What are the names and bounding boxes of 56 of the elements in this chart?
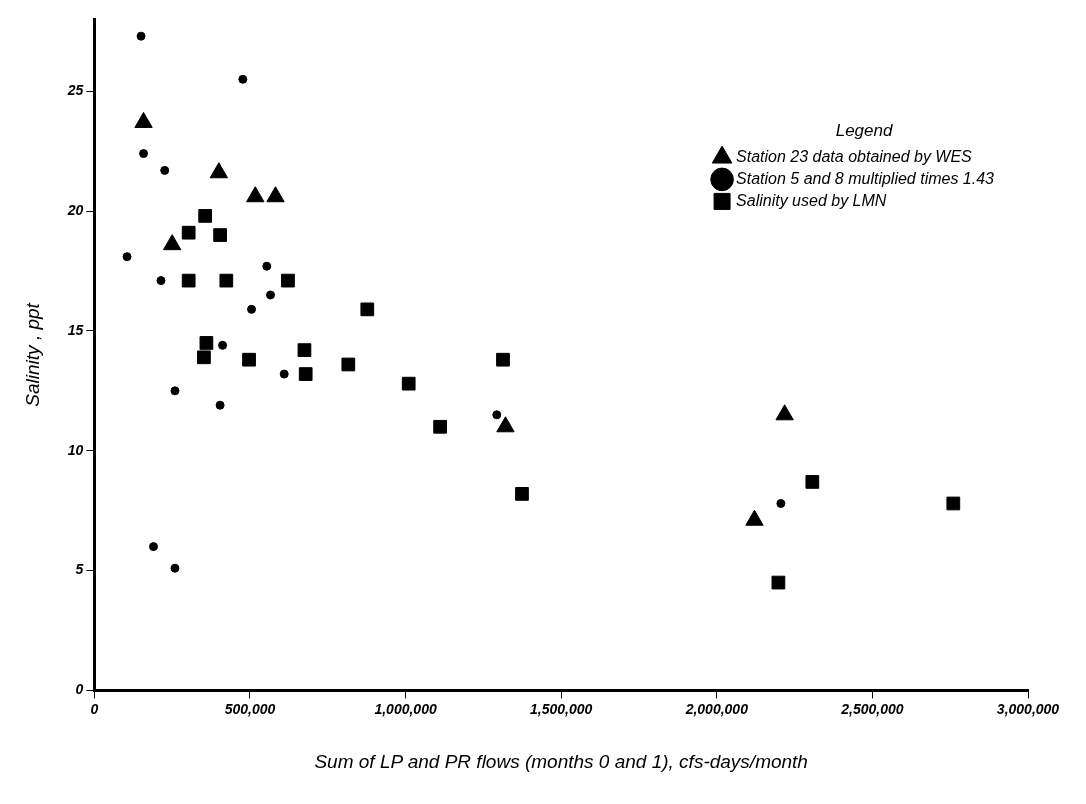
legend-title: Legend bbox=[835, 121, 893, 141]
point bbox=[181, 273, 196, 288]
point bbox=[215, 400, 225, 410]
point bbox=[170, 563, 180, 573]
point bbox=[433, 419, 447, 434]
y-tick-label: 10 bbox=[67, 441, 84, 458]
point bbox=[247, 304, 257, 314]
point bbox=[218, 340, 228, 350]
x-tick-label: 3,000,000 bbox=[996, 700, 1060, 717]
point bbox=[805, 475, 820, 489]
y-tick-label: 15 bbox=[67, 321, 84, 338]
point bbox=[219, 273, 234, 288]
point bbox=[136, 31, 146, 41]
point bbox=[199, 336, 214, 350]
point bbox=[360, 302, 375, 317]
x-tick-label: 1,500,000 bbox=[530, 700, 593, 717]
point bbox=[170, 386, 180, 396]
point bbox=[341, 357, 356, 372]
point bbox=[279, 369, 289, 379]
point bbox=[771, 575, 786, 590]
x-axis-title: Sum of LP and PR flows (months 0 and 1), cfs-days/month bbox=[314, 750, 808, 772]
point bbox=[776, 498, 786, 508]
point bbox=[242, 352, 256, 367]
y-tick-label: 25 bbox=[66, 82, 84, 99]
y-tick-label: 5 bbox=[75, 561, 84, 578]
legend-label: Station 5 and 8 multiplied times 1.43 bbox=[736, 169, 995, 187]
y-axis-title: Salinity , ppt bbox=[21, 302, 43, 407]
point bbox=[149, 542, 158, 552]
point bbox=[946, 496, 961, 511]
point bbox=[266, 290, 276, 300]
point bbox=[197, 350, 211, 365]
x-tick-label: 2,000,000 bbox=[684, 700, 749, 717]
point bbox=[297, 343, 312, 357]
x-tick-label: 0 bbox=[90, 700, 99, 717]
point bbox=[492, 410, 502, 420]
point bbox=[238, 74, 248, 84]
point bbox=[198, 209, 213, 223]
legend-label: Salinity used by LMN bbox=[736, 191, 887, 209]
x-tick-label: 500,000 bbox=[224, 700, 276, 717]
point bbox=[139, 149, 149, 159]
x-tick-label: 1,000,000 bbox=[374, 700, 437, 717]
point bbox=[262, 261, 272, 271]
point bbox=[160, 165, 170, 175]
point bbox=[213, 228, 227, 242]
point bbox=[281, 273, 295, 288]
x-tick-label: 2,500,000 bbox=[840, 700, 904, 717]
point bbox=[181, 225, 196, 240]
point bbox=[401, 376, 416, 391]
point bbox=[156, 276, 166, 286]
legend-label: Station 23 data obtained by WES bbox=[736, 147, 973, 165]
point bbox=[496, 352, 510, 367]
y-tick-label: 0 bbox=[75, 681, 84, 698]
point bbox=[515, 487, 529, 501]
point bbox=[122, 252, 132, 262]
y-tick-label: 20 bbox=[66, 201, 84, 218]
point bbox=[298, 367, 313, 381]
